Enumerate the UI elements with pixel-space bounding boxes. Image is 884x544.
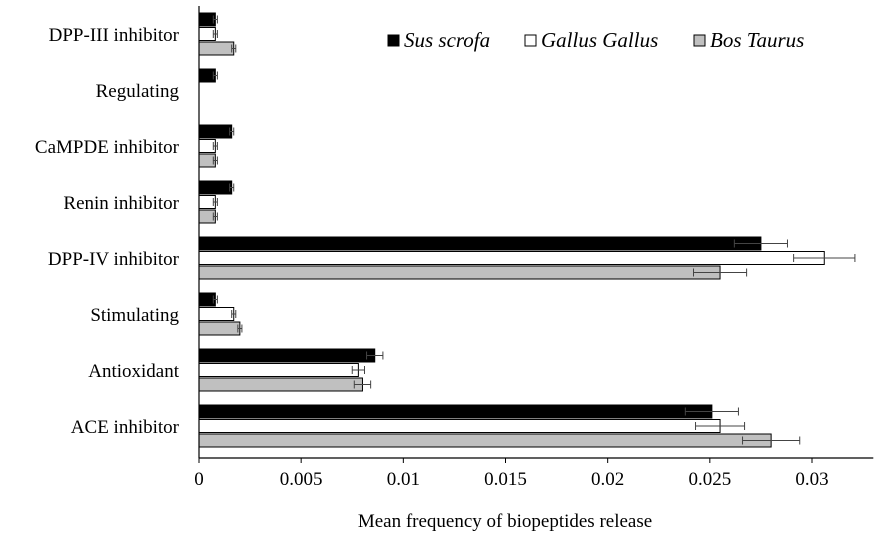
category-label: DPP-III inhibitor (49, 25, 180, 46)
legend: Sus scrofa Gallus Gallus Bos Taurus (387, 28, 804, 52)
x-tick-label: 0.005 (280, 469, 323, 490)
legend-label: Gallus Gallus (541, 28, 658, 52)
x-tick-label: 0.02 (591, 469, 624, 490)
category-label: Antioxidant (88, 361, 179, 382)
x-tick-label: 0.015 (484, 469, 527, 490)
x-axis-title: Mean frequency of biopeptides release (358, 511, 652, 532)
category-label: Renin inhibitor (63, 193, 179, 214)
legend-swatch (524, 34, 537, 47)
x-tick-label: 0.03 (795, 469, 828, 490)
x-axis-ticks: 0 0.005 0.01 0.015 0.02 0.025 0.03 (194, 458, 829, 490)
bar-sus-scrofa (198, 180, 233, 195)
bar-bos-taurus (198, 265, 721, 280)
bar-bos-taurus (198, 41, 235, 56)
bar-sus-scrofa (198, 404, 713, 419)
category-labels: DPP-III inhibitor Regulating CaMPDE inhibi… (35, 25, 180, 438)
bar-gallus-gallus (198, 251, 825, 265)
bar-gallus-gallus (198, 419, 721, 433)
bar-gallus-gallus (198, 363, 359, 377)
bar-gallus-gallus (198, 307, 235, 321)
bar-bos-taurus (198, 377, 363, 392)
legend-swatch (387, 34, 400, 47)
plot-area (198, 6, 874, 459)
category-label: CaMPDE inhibitor (35, 137, 180, 158)
x-tick-label: 0 (194, 469, 204, 490)
category-label: ACE inhibitor (71, 417, 180, 438)
legend-label: Bos Taurus (710, 28, 804, 52)
bar-bos-taurus (198, 321, 241, 336)
category-label: DPP-IV inhibitor (48, 249, 180, 270)
bar-sus-scrofa (198, 124, 233, 139)
bar-sus-scrofa (198, 236, 762, 251)
legend-swatch (693, 34, 706, 47)
x-tick-label: 0.025 (688, 469, 731, 490)
bar-bos-taurus (198, 433, 772, 448)
category-label: Regulating (96, 81, 180, 102)
bar-sus-scrofa (198, 348, 376, 363)
legend-label: Sus scrofa (404, 28, 490, 52)
x-tick-label: 0.01 (387, 469, 420, 490)
category-label: Stimulating (90, 305, 179, 326)
